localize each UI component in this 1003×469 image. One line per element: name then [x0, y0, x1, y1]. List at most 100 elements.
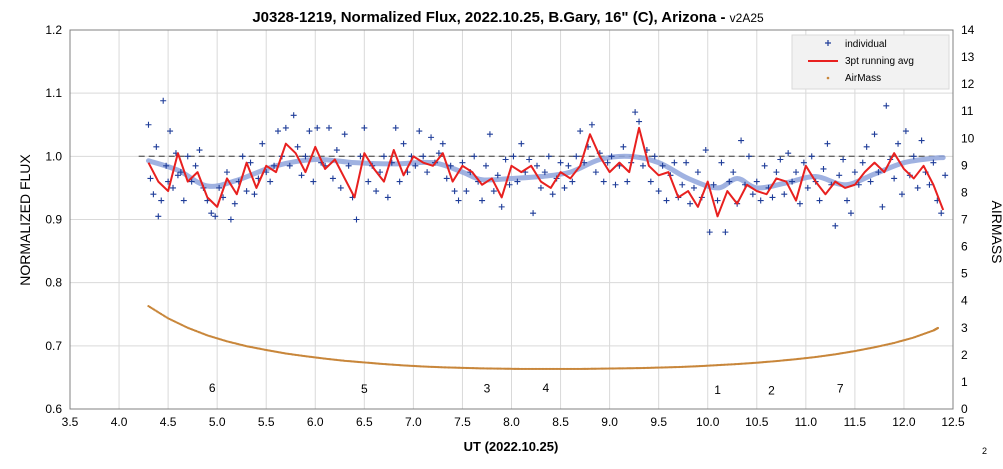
individual-point	[757, 197, 764, 204]
individual-point	[286, 162, 293, 169]
individual-point	[424, 169, 431, 176]
individual-point	[329, 175, 336, 182]
individual-point	[561, 184, 568, 191]
individual-point	[690, 184, 697, 191]
individual-point	[482, 162, 489, 169]
individual-point	[871, 131, 878, 138]
x-tick-label: 8.0	[503, 415, 520, 429]
page-number: 2	[982, 446, 987, 456]
individual-point	[738, 137, 745, 144]
individual-point	[891, 175, 898, 182]
running-avg-series	[147, 126, 945, 218]
x-tick-labels: 3.5 4.0 4.5 5.0 5.5 6.0 6.5 7.0 7.5 8.0 8.5 9.0 9.5 1…	[62, 415, 965, 429]
individual-point	[463, 188, 470, 195]
y2-tick-label: 12	[961, 77, 975, 91]
individual-point	[384, 194, 391, 201]
individual-point	[773, 169, 780, 176]
individual-point	[420, 153, 427, 160]
individual-point	[898, 191, 905, 198]
x-tick-label: 7.5	[454, 415, 471, 429]
individual-point	[361, 124, 368, 131]
airmass-point	[936, 326, 940, 330]
individual-point	[439, 140, 446, 147]
individual-point	[447, 162, 454, 169]
individual-point	[471, 153, 478, 160]
individual-point	[298, 172, 305, 179]
y-axis-label: NORMALIZED FLUX	[17, 154, 33, 286]
y2-tick-label: 5	[961, 267, 968, 281]
x-tick-label: 6.0	[307, 415, 324, 429]
individual-point	[184, 153, 191, 160]
individual-point	[271, 162, 278, 169]
individual-point	[490, 188, 497, 195]
legend-label-airmass: AirMass	[845, 73, 881, 84]
individual-point	[694, 169, 701, 176]
individual-point	[608, 153, 615, 160]
individual-point	[769, 194, 776, 201]
individual-point	[687, 200, 694, 207]
x-tick-label: 9.0	[601, 415, 618, 429]
individual-point	[942, 172, 949, 179]
model-curve	[145, 153, 946, 191]
individual-point	[883, 102, 890, 109]
individual-point	[443, 175, 450, 182]
individual-point	[632, 109, 639, 116]
individual-point	[844, 197, 851, 204]
individual-point	[502, 156, 509, 163]
individual-point	[373, 188, 380, 195]
individual-point	[914, 184, 921, 191]
legend-label-individual: individual	[845, 39, 887, 50]
individual-point	[549, 191, 556, 198]
y-tick-label: 0.8	[45, 276, 62, 290]
individual-point	[761, 162, 768, 169]
individual-point	[251, 191, 258, 198]
x-tick-label: 4.0	[111, 415, 128, 429]
individual-point	[722, 229, 729, 236]
individual-point	[588, 121, 595, 128]
individual-point	[282, 124, 289, 131]
x-tick-label: 12.5	[941, 415, 965, 429]
airmass-series	[147, 305, 940, 371]
y2-tick-label: 13	[961, 50, 975, 64]
individual-point	[267, 178, 274, 185]
individual-point	[435, 150, 442, 157]
individual-point	[530, 210, 537, 217]
individual-point	[227, 216, 234, 223]
individual-point	[639, 162, 646, 169]
individual-point	[486, 131, 493, 138]
x-tick-label: 11.5	[844, 415, 867, 429]
individual-point	[793, 169, 800, 176]
individual-point	[494, 172, 501, 179]
annotation-label: 5	[361, 382, 368, 396]
individual-point	[326, 124, 333, 131]
individual-point	[510, 153, 517, 160]
individual-point	[259, 140, 266, 147]
x-tick-label: 7.0	[405, 415, 422, 429]
individual-point	[706, 229, 713, 236]
x-tick-label: 5.0	[209, 415, 226, 429]
individual-point	[781, 191, 788, 198]
y2-tick-label: 14	[961, 23, 975, 37]
individual-point	[902, 128, 909, 135]
x-tick-label: 11.0	[795, 415, 818, 429]
y-tick-labels: 0.6 0.7 0.8 0.9 1.0 1.1 1.2	[45, 23, 62, 416]
individual-point	[753, 178, 760, 185]
individual-point	[153, 143, 160, 150]
x-tick-label: 12.0	[892, 415, 916, 429]
individual-point	[188, 178, 195, 185]
individual-point	[659, 162, 666, 169]
individual-point	[710, 181, 717, 188]
individual-point	[577, 128, 584, 135]
individual-point	[718, 159, 725, 166]
x-tick-label: 3.5	[62, 415, 79, 429]
individual-point	[247, 159, 254, 166]
individual-point	[537, 184, 544, 191]
individual-point	[506, 181, 513, 188]
individual-point	[938, 210, 945, 217]
model-curve-group	[145, 153, 946, 191]
individual-point	[930, 159, 937, 166]
grid	[69, 29, 954, 410]
individual-point	[804, 184, 811, 191]
individual-point	[416, 128, 423, 135]
